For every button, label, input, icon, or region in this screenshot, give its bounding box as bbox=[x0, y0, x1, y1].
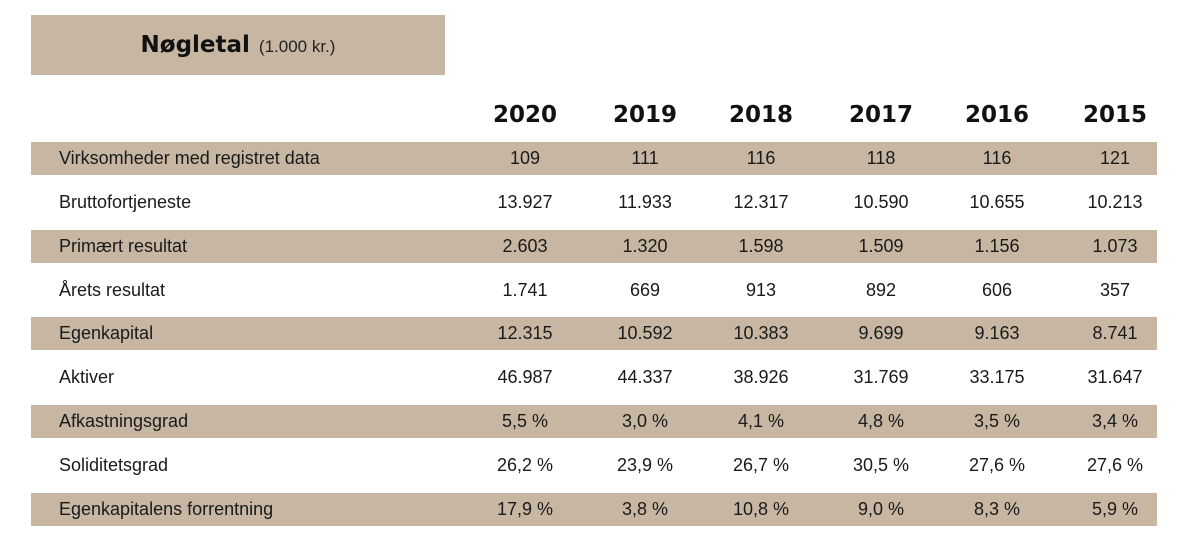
row-label: Soliditetsgrad bbox=[59, 455, 169, 475]
table-cell: 11.933 bbox=[618, 192, 672, 212]
table-cell: 12.315 bbox=[497, 323, 553, 343]
table-cell: 13.927 bbox=[497, 192, 553, 212]
table-cell: 8.741 bbox=[1092, 323, 1138, 343]
table-cell: 118 bbox=[866, 148, 896, 168]
table-cell: 116 bbox=[982, 148, 1012, 168]
year-header: 2017 bbox=[848, 102, 913, 128]
table-cell: 1.741 bbox=[502, 280, 548, 300]
year-header: 2020 bbox=[492, 102, 557, 128]
row-label: Årets resultat bbox=[59, 280, 166, 300]
table-cell: 357 bbox=[1099, 280, 1131, 300]
table-cell: 1.598 bbox=[738, 236, 784, 256]
table-cell: 10.213 bbox=[1087, 192, 1143, 212]
row-label: Egenkapitalens forrentning bbox=[59, 499, 274, 519]
table-cell: 17,9 % bbox=[496, 499, 554, 519]
table-cell: 3,4 % bbox=[1091, 411, 1139, 431]
table-row: Årets resultat 1.741 669 913 892 606 357 bbox=[31, 274, 1157, 307]
table-cell: 8,3 % bbox=[973, 499, 1021, 519]
table-cell: 31.769 bbox=[853, 367, 909, 387]
table-cell: 38.926 bbox=[733, 367, 789, 387]
table-cell: 23,9 % bbox=[616, 455, 674, 475]
table-cell: 1.073 bbox=[1092, 236, 1138, 256]
table-cell: 4,1 % bbox=[737, 411, 785, 431]
year-header-row: 2020 2019 2018 2017 2016 2015 bbox=[0, 95, 1200, 135]
table-row: Bruttofortjeneste 13.927 11.933 12.317 10.59… bbox=[31, 186, 1157, 219]
table-row: Soliditetsgrad 26,2 % 23,9 % 26,7 % 30,5 % 27… bbox=[31, 449, 1157, 482]
table-cell: 27,6 % bbox=[968, 455, 1026, 475]
table-cell: 669 bbox=[629, 280, 661, 300]
table-cell: 111 bbox=[631, 148, 659, 168]
table-cell: 109 bbox=[509, 148, 541, 168]
table-cell: 44.337 bbox=[617, 367, 673, 387]
row-label: Egenkapital bbox=[59, 323, 154, 343]
table-cell: 5,5 % bbox=[501, 411, 549, 431]
table-cell: 892 bbox=[865, 280, 897, 300]
table-cell: 5,9 % bbox=[1091, 499, 1139, 519]
table-cell: 46.987 bbox=[497, 367, 553, 387]
year-header: 2018 bbox=[728, 102, 793, 128]
table-cell: 10.655 bbox=[969, 192, 1025, 212]
row-label: Aktiver bbox=[59, 367, 115, 387]
table-cell: 31.647 bbox=[1087, 367, 1143, 387]
table-cell: 1.320 bbox=[622, 236, 668, 256]
row-label: Virksomheder med registret data bbox=[59, 148, 320, 168]
table-cell: 3,0 % bbox=[621, 411, 669, 431]
table-cell: 10.592 bbox=[617, 323, 673, 343]
table-cell: 33.175 bbox=[969, 367, 1025, 387]
table-row: Aktiver 46.987 44.337 38.926 31.769 33.175 31.… bbox=[31, 361, 1157, 394]
table-cell: 30,5 % bbox=[852, 455, 910, 475]
table-row: Egenkapitalens forrentning 17,9 % 3,8 % 10,… bbox=[31, 493, 1157, 526]
table-cell: 27,6 % bbox=[1086, 455, 1144, 475]
table-row: Afkastningsgrad 5,5 % 3,0 % 4,1 % 4,8 % 3,5 %… bbox=[31, 405, 1157, 438]
table-cell: 10,8 % bbox=[732, 499, 790, 519]
table-cell: 2.603 bbox=[502, 236, 548, 256]
year-header: 2019 bbox=[612, 102, 677, 128]
table-cell: 9.163 bbox=[974, 323, 1020, 343]
table-row: Egenkapital 12.315 10.592 10.383 9.699 9.163 8… bbox=[31, 317, 1157, 350]
table-cell: 116 bbox=[746, 148, 776, 168]
year-header: 2016 bbox=[964, 102, 1029, 128]
table-cell: 10.590 bbox=[853, 192, 909, 212]
row-label: Afkastningsgrad bbox=[59, 411, 189, 431]
year-header: 2015 bbox=[1082, 102, 1147, 128]
table-title-box: Nøgletal (1.000 kr.) bbox=[31, 15, 445, 75]
table-cell: 1.509 bbox=[858, 236, 904, 256]
row-label: Bruttofortjeneste bbox=[59, 192, 192, 212]
table-title: Nøgletal bbox=[140, 32, 250, 58]
table-cell: 9,0 % bbox=[857, 499, 905, 519]
table-cell: 606 bbox=[981, 280, 1013, 300]
table-cell: 9.699 bbox=[858, 323, 904, 343]
table-cell: 10.383 bbox=[733, 323, 789, 343]
table-cell: 3,5 % bbox=[973, 411, 1021, 431]
table-cell: 913 bbox=[745, 280, 777, 300]
table-unit: (1.000 kr.) bbox=[258, 37, 336, 56]
table-row: Virksomheder med registret data 109 111 116… bbox=[31, 142, 1157, 175]
table-cell: 12.317 bbox=[733, 192, 789, 212]
table-cell: 121 bbox=[1099, 148, 1131, 168]
table-cell: 26,2 % bbox=[496, 455, 554, 475]
table-cell: 26,7 % bbox=[732, 455, 790, 475]
table-row: Primært resultat 2.603 1.320 1.598 1.509 1.15… bbox=[31, 230, 1157, 263]
table-cell: 4,8 % bbox=[857, 411, 905, 431]
table-cell: 3,8 % bbox=[621, 499, 669, 519]
table-cell: 1.156 bbox=[974, 236, 1020, 256]
row-label: Primært resultat bbox=[59, 236, 188, 256]
